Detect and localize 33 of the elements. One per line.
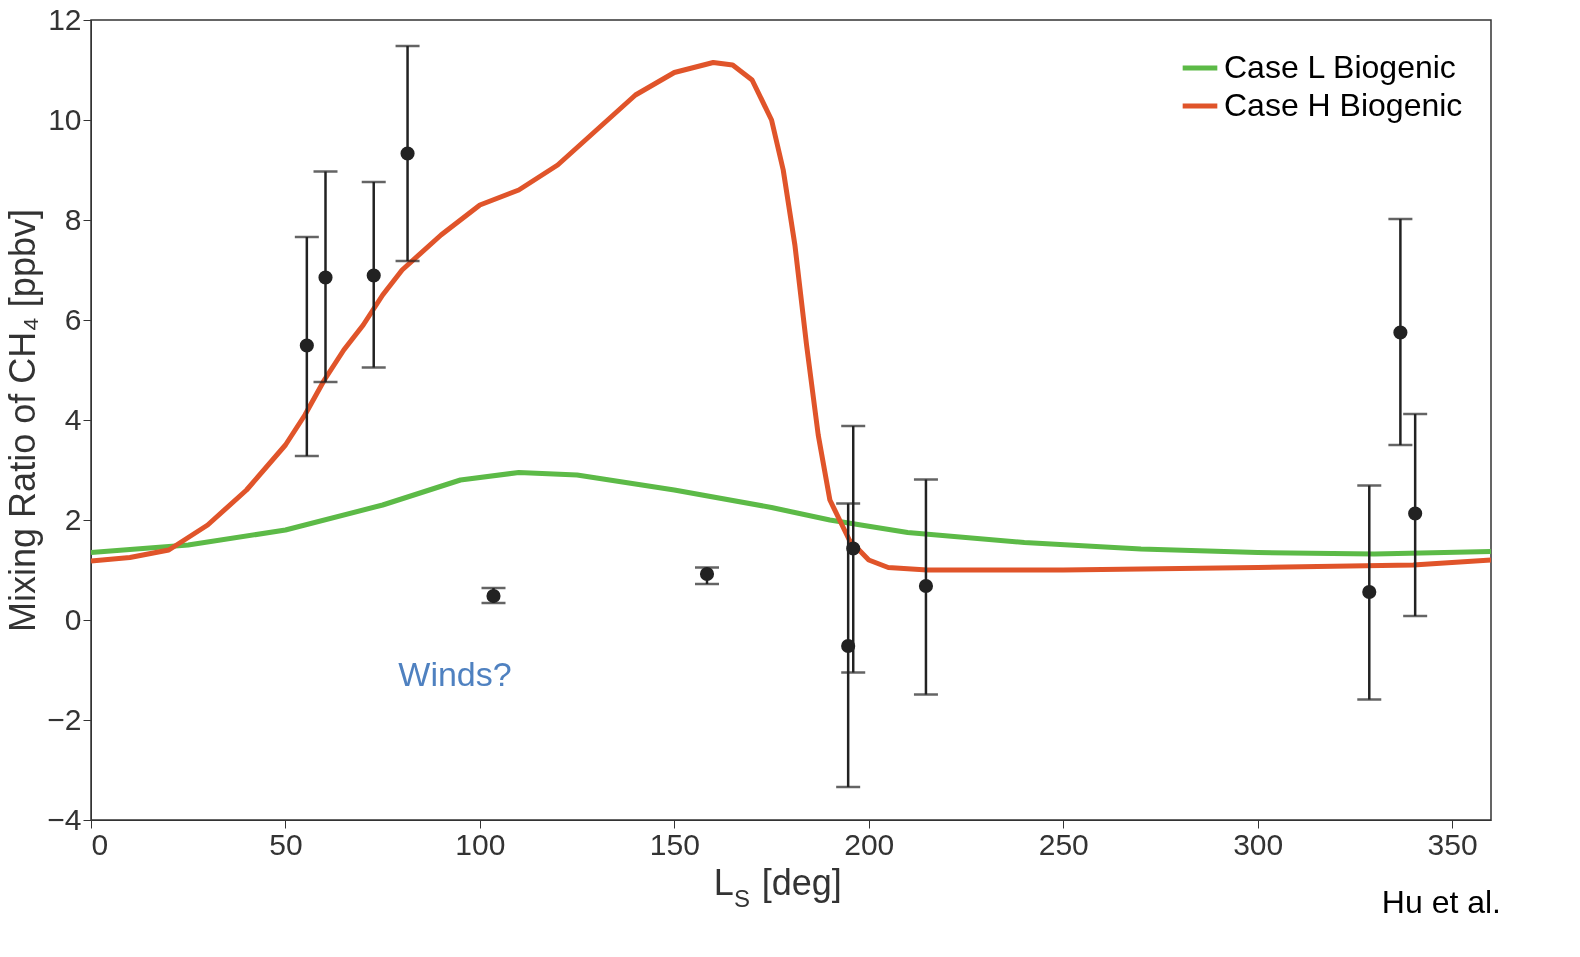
point — [1408, 506, 1423, 521]
x-tick-label: 100 — [455, 827, 506, 861]
x-tick-label: 300 — [1233, 827, 1284, 861]
point — [1393, 325, 1408, 340]
y-tick-label: −4 — [47, 802, 82, 836]
point — [400, 146, 415, 161]
y-tick-label: 0 — [64, 602, 82, 636]
annotation: Winds? — [398, 655, 512, 693]
y-tick-label: 6 — [64, 302, 82, 336]
text: Hu et al. — [1381, 884, 1501, 920]
y-tick-label: −2 — [47, 702, 82, 736]
point — [841, 638, 856, 654]
point — [299, 338, 314, 353]
y-tick-label: 10 — [48, 102, 82, 136]
point — [486, 588, 501, 604]
x-tick-label: 0 — [91, 827, 109, 861]
y-tick-label: 2 — [64, 502, 82, 536]
y-axis-title: Mixing Ratio of CH₄ [ppbv] — [2, 209, 44, 632]
y-tick-label: 8 — [64, 202, 82, 236]
x-tick-label: 200 — [844, 827, 895, 861]
x-tick-label: 250 — [1038, 827, 1089, 861]
x-tick-label: 150 — [649, 827, 700, 861]
x-tick-label: 50 — [269, 827, 303, 861]
legend-label: Case L Biogenic — [1224, 49, 1456, 85]
point — [918, 578, 934, 594]
y-tick-label: 4 — [64, 402, 82, 436]
legend-label: Case H Biogenic — [1224, 87, 1463, 123]
point — [318, 270, 333, 285]
x-tick-label: 350 — [1427, 827, 1478, 861]
point — [366, 268, 381, 283]
y-tick-label: 12 — [48, 2, 82, 36]
point — [846, 541, 861, 556]
point — [1362, 584, 1377, 600]
